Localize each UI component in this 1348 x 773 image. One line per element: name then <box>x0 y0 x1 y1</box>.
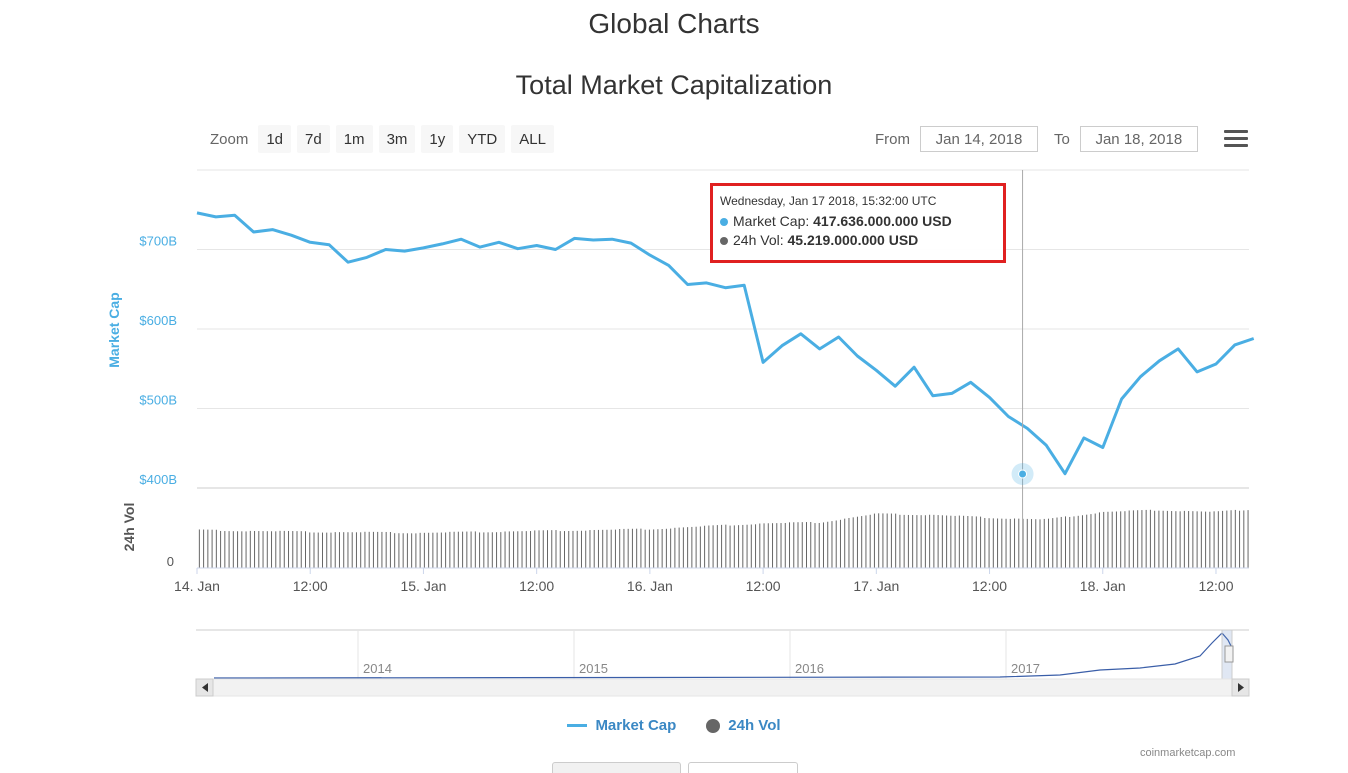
tooltip-volume-label: 24h Vol: <box>733 232 784 248</box>
vol-tick-label: 0 <box>167 554 174 569</box>
navigator-year-label: 2016 <box>795 661 824 676</box>
tooltip-date: Wednesday, Jan 17 2018, 15:32:00 UTC <box>720 194 937 208</box>
credit-link[interactable]: coinmarketcap.com <box>1140 747 1236 759</box>
tooltip-volume-row: 24h Vol: 45.219.000.000 USD <box>720 231 996 250</box>
y-axis-title-volume: 24h Vol <box>121 503 137 552</box>
x-tick-label: 18. Jan <box>1080 578 1126 594</box>
tooltip: Wednesday, Jan 17 2018, 15:32:00 UTC Mar… <box>710 183 1006 263</box>
y-tick-label: $600B <box>139 313 177 328</box>
zoom-1d-button[interactable]: 1d <box>258 125 292 153</box>
x-tick-label: 12:00 <box>1198 578 1233 594</box>
x-tick-label: 12:00 <box>746 578 781 594</box>
navigator: 2014 2015 2016 2017 <box>195 629 1250 697</box>
legend-market-cap-label: Market Cap <box>595 717 677 734</box>
x-tick-label: 16. Jan <box>627 578 673 594</box>
zoom-3m-button[interactable]: 3m <box>378 125 416 153</box>
from-label: From <box>875 130 910 148</box>
navigator-year-label: 2017 <box>1011 661 1040 676</box>
highlight-halo <box>1011 462 1034 485</box>
tooltip-market-cap-value: 417.636.000.000 USD <box>813 213 952 229</box>
volume-bars <box>198 509 1249 568</box>
navigator-selection-mask <box>1221 629 1233 680</box>
scrollbar-track <box>195 678 1250 697</box>
zoom-bar: Zoom 1d 7d 1m 3m 1y YTD ALL <box>210 125 554 153</box>
y-tick-label: $400B <box>139 472 177 487</box>
y-tick-label: $500B <box>139 393 177 408</box>
x-tick-label: 12:00 <box>519 578 554 594</box>
y-axis-title-market-cap: Market Cap <box>106 292 122 367</box>
to-label: To <box>1054 130 1070 148</box>
x-tick-label: 17. Jan <box>853 578 899 594</box>
highlight-point <box>1018 469 1028 479</box>
circle-swatch-icon <box>706 718 721 733</box>
zoom-1y-button[interactable]: 1y <box>421 125 454 153</box>
chart-title: Total Market Capitalization <box>515 70 833 100</box>
legend: Market Cap 24h Vol <box>0 717 1348 734</box>
legend-volume-label: 24h Vol <box>728 717 781 734</box>
zoom-ytd-button[interactable]: YTD <box>459 125 506 153</box>
tooltip-market-cap-label: Market Cap: <box>733 213 810 229</box>
zoom-1m-button[interactable]: 1m <box>335 125 373 153</box>
tooltip-market-cap-row: Market Cap: 417.636.000.000 USD <box>720 212 996 231</box>
x-axis: 14. Jan 12:00 15. Jan 12:00 16. Jan 12:00 17. … <box>174 567 1249 594</box>
x-tick-label: 12:00 <box>972 578 1007 594</box>
y-tick-label: $700B <box>139 234 177 249</box>
market-cap-dot-icon <box>720 218 728 227</box>
arrow-right-icon <box>1238 683 1244 692</box>
range-from: From <box>875 126 1038 152</box>
navigator-series-line <box>213 632 1233 679</box>
volume-dot-icon <box>720 237 728 246</box>
zoom-label: Zoom <box>210 130 249 148</box>
navigator-handle-icon <box>1224 645 1234 663</box>
legend-market-cap[interactable]: Market Cap <box>567 717 676 734</box>
x-tick-label: 14. Jan <box>174 578 220 594</box>
from-date-input[interactable] <box>920 126 1038 152</box>
navigator-year-label: 2014 <box>363 661 392 676</box>
line-swatch-icon <box>567 724 588 727</box>
y-axis: $400B $500B $600B $700B 0 <box>139 234 177 570</box>
zoom-all-button[interactable]: ALL <box>511 125 554 153</box>
range-to: To <box>1054 126 1198 152</box>
x-tick-label: 15. Jan <box>400 578 446 594</box>
page-title: Global Charts <box>588 8 760 39</box>
zoom-7d-button[interactable]: 7d <box>297 125 330 153</box>
navigator-year-label: 2015 <box>579 661 608 676</box>
to-date-input[interactable] <box>1079 126 1198 152</box>
scroll-right-button <box>1231 678 1250 697</box>
arrow-left-icon <box>202 683 208 692</box>
x-tick-label: 12:00 <box>293 578 328 594</box>
legend-volume[interactable]: 24h Vol <box>706 717 781 734</box>
scroll-left-button <box>195 678 214 697</box>
chart-menu-icon[interactable] <box>1224 130 1248 150</box>
tooltip-volume-value: 45.219.000.000 USD <box>787 232 919 248</box>
